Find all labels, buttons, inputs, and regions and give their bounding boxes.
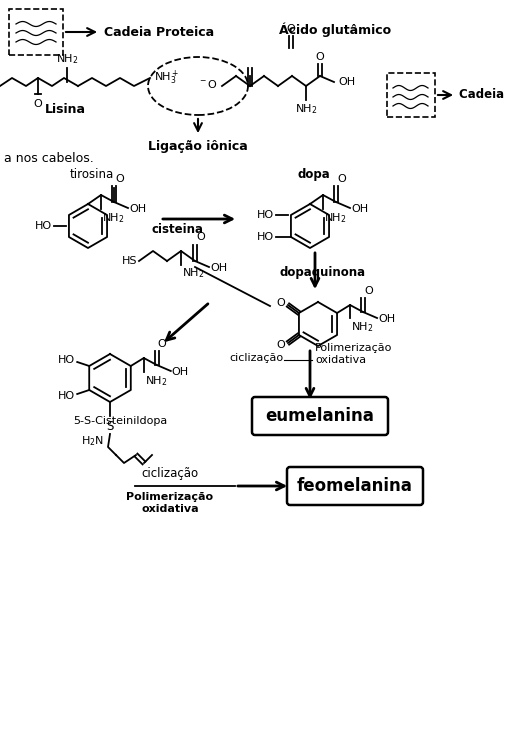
Text: eumelanina: eumelanina: [266, 407, 374, 425]
Text: NH$_2$: NH$_2$: [324, 211, 346, 225]
Text: a nos cabelos.: a nos cabelos.: [4, 152, 94, 164]
Text: Polimerização
oxidativa: Polimerização oxidativa: [126, 492, 214, 513]
Text: OH: OH: [378, 314, 395, 324]
Text: cisteina: cisteina: [151, 223, 203, 236]
Text: Polimerização
oxidativa: Polimerização oxidativa: [315, 343, 392, 365]
FancyBboxPatch shape: [252, 397, 388, 435]
Text: NH$_2$: NH$_2$: [102, 211, 125, 225]
Text: Cadeia Proteica: Cadeia Proteica: [459, 88, 505, 102]
Text: ciclização: ciclização: [229, 353, 283, 363]
Text: HS: HS: [122, 256, 137, 266]
Text: S: S: [107, 420, 114, 433]
Text: OH: OH: [351, 204, 368, 214]
Text: OH: OH: [172, 367, 189, 377]
Text: HO: HO: [257, 232, 274, 242]
Text: O: O: [287, 24, 295, 34]
Text: NH$_3^+$: NH$_3^+$: [154, 69, 180, 87]
Text: NH$_2$: NH$_2$: [182, 266, 205, 280]
Text: O: O: [316, 52, 324, 62]
FancyBboxPatch shape: [9, 9, 63, 55]
Text: O: O: [34, 99, 42, 109]
Text: NH$_2$: NH$_2$: [145, 374, 167, 388]
Text: $^-$O: $^-$O: [198, 78, 218, 90]
Text: O: O: [196, 232, 205, 242]
Text: HO: HO: [58, 391, 75, 401]
Text: ciclização: ciclização: [141, 467, 198, 480]
Text: Lisina: Lisina: [44, 103, 85, 116]
Text: H$_2$N: H$_2$N: [81, 434, 104, 448]
Text: dopaquinona: dopaquinona: [280, 266, 366, 279]
Text: OH: OH: [210, 263, 227, 273]
Text: OH: OH: [338, 77, 355, 87]
Text: HO: HO: [58, 355, 75, 365]
Text: 5-S-Cisteinildopa: 5-S-Cisteinildopa: [73, 416, 167, 426]
Text: NH$_2$: NH$_2$: [56, 52, 78, 66]
Text: O: O: [276, 340, 285, 350]
Text: Cadeia Proteica: Cadeia Proteica: [104, 26, 214, 38]
FancyBboxPatch shape: [387, 73, 435, 117]
Text: NH$_2$: NH$_2$: [295, 102, 317, 116]
Text: O: O: [158, 339, 167, 349]
Text: NH$_2$: NH$_2$: [351, 320, 374, 334]
Text: Ácido glutâmico: Ácido glutâmico: [279, 23, 391, 37]
FancyBboxPatch shape: [287, 467, 423, 505]
Text: HO: HO: [35, 221, 52, 231]
Text: HO: HO: [257, 210, 274, 220]
Text: dopa: dopa: [297, 168, 330, 181]
Text: OH: OH: [129, 204, 146, 214]
Text: tirosina: tirosina: [70, 168, 114, 181]
Text: O: O: [337, 174, 346, 184]
Text: O: O: [276, 298, 285, 308]
Text: Ligação iônica: Ligação iônica: [148, 140, 248, 153]
Text: O: O: [364, 286, 373, 296]
Text: feomelanina: feomelanina: [297, 477, 413, 495]
Text: O: O: [115, 174, 124, 184]
